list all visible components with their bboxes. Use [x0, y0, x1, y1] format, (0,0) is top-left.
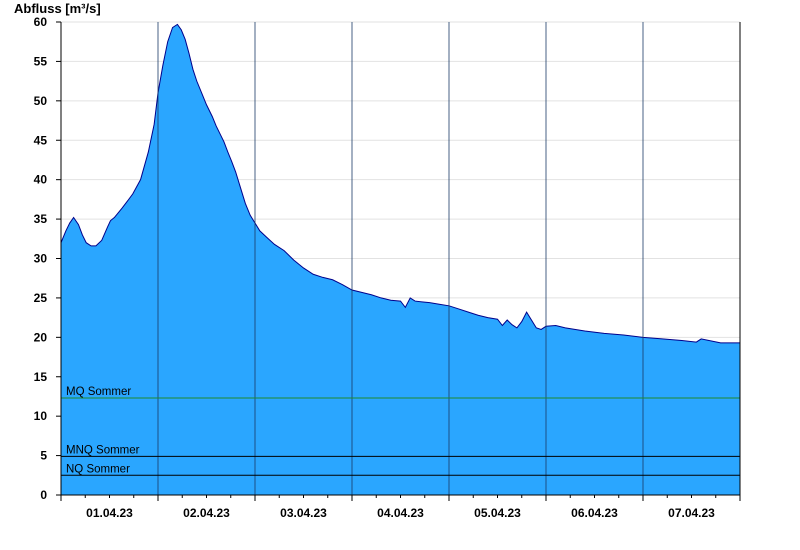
y-tick-label: 60 [34, 15, 48, 29]
area-layer [60, 23, 740, 496]
y-tick-label: 40 [34, 173, 48, 187]
x-tick-label: 04.04.23 [377, 506, 424, 520]
discharge-line [60, 23, 740, 344]
y-tick-label: 45 [34, 133, 48, 147]
discharge-area [61, 24, 740, 496]
y-tick-label: 20 [34, 330, 48, 344]
reference-lines: MQ Sommer MNQ Sommer NQ Sommer [61, 386, 740, 476]
x-tick-label: 07.04.23 [668, 506, 715, 520]
x-tick-label: 03.04.23 [280, 506, 327, 520]
y-tick-label: 10 [34, 409, 48, 423]
y-tick-label: 30 [34, 252, 48, 266]
reference-label: NQ Sommer [66, 463, 130, 475]
y-tick-label: 0 [40, 488, 47, 502]
y-tick-label: 5 [40, 449, 47, 463]
y-tick-label: 15 [34, 370, 48, 384]
y-ticks: 0 5 10 15 20 25 30 35 40 45 50 55 60 [34, 15, 61, 502]
y-tick-label: 25 [34, 291, 48, 305]
reference-label: MQ Sommer [66, 386, 131, 398]
y-tick-label: 55 [34, 54, 48, 68]
y-axis-title: Abfluss [m³/s] [14, 1, 101, 16]
y-tick-label: 35 [34, 212, 48, 226]
x-tick-label: 06.04.23 [571, 506, 618, 520]
x-ticks: 01.04.23 02.04.23 03.04.23 04.04.23 05.04.23… [60, 495, 741, 520]
x-tick-label: 02.04.23 [183, 506, 230, 520]
x-tick-label: 05.04.23 [474, 506, 521, 520]
reference-label: MNQ Sommer [66, 444, 140, 456]
x-tick-label: 01.04.23 [86, 506, 133, 520]
day-lines [157, 22, 644, 495]
y-tick-label: 50 [34, 94, 48, 108]
